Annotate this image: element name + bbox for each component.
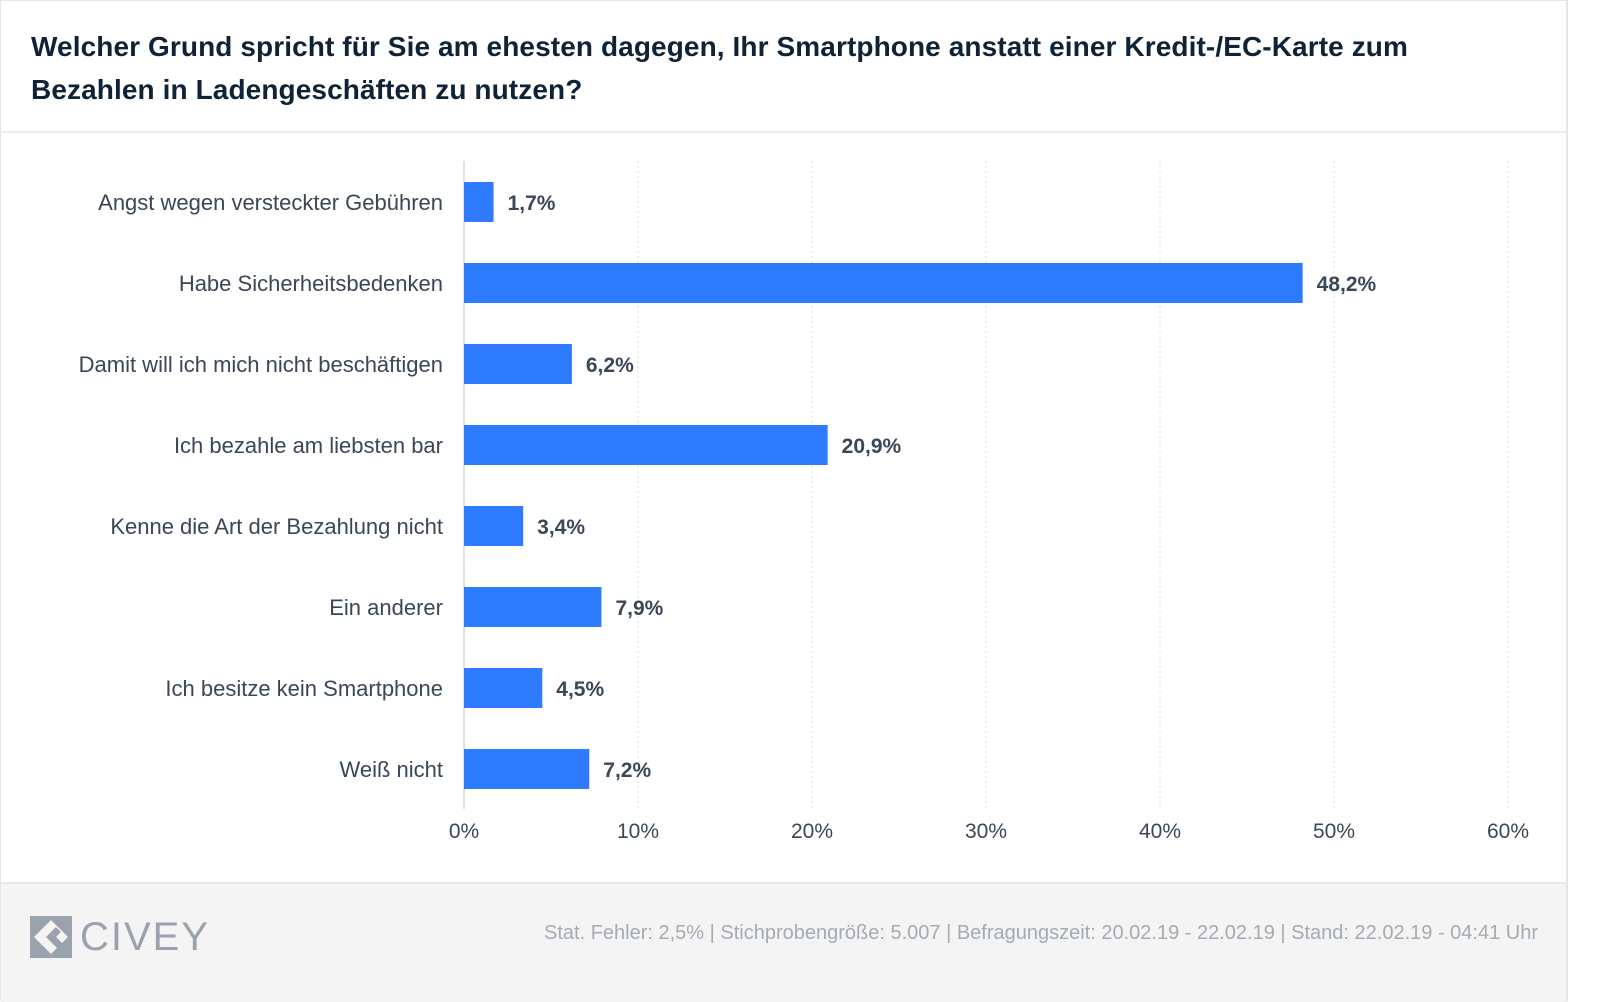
bar bbox=[464, 344, 572, 384]
x-tick-label: 10% bbox=[617, 820, 659, 843]
chart-header: Welcher Grund spricht für Sie am ehesten… bbox=[1, 1, 1566, 133]
value-label: 20,9% bbox=[842, 435, 902, 458]
category-label: Ich bezahle am liebsten bar bbox=[174, 433, 443, 458]
value-label: 6,2% bbox=[586, 354, 634, 377]
bar bbox=[464, 425, 828, 465]
civey-logo-icon bbox=[30, 915, 72, 958]
bar bbox=[464, 182, 494, 222]
value-label: 48,2% bbox=[1317, 273, 1377, 296]
civey-logo: CIVEY bbox=[30, 914, 210, 959]
category-label: Habe Sicherheitsbedenken bbox=[179, 271, 443, 296]
bar bbox=[464, 263, 1303, 303]
survey-metadata: Stat. Fehler: 2,5% | Stichprobengröße: 5… bbox=[544, 922, 1538, 944]
gridlines bbox=[463, 161, 1509, 809]
x-tick-label: 40% bbox=[1139, 820, 1181, 843]
category-label: Ich besitze kein Smartphone bbox=[165, 676, 443, 701]
x-tick-label: 20% bbox=[791, 820, 833, 843]
bar bbox=[464, 587, 602, 627]
x-axis-ticks: 0% 10% 20% 30% 40% 50% 60% bbox=[449, 820, 1529, 843]
x-tick-label: 30% bbox=[965, 820, 1007, 843]
category-label: Angst wegen versteckter Gebühren bbox=[98, 190, 443, 215]
category-labels: Angst wegen versteckter Gebühren Habe Sic… bbox=[79, 190, 443, 782]
x-tick-label: 0% bbox=[449, 820, 479, 843]
bar-chart: Angst wegen versteckter Gebühren Habe Sic… bbox=[79, 161, 1529, 843]
bar bbox=[464, 506, 524, 546]
bar bbox=[464, 749, 590, 789]
chart-title: Welcher Grund spricht für Sie am ehesten… bbox=[31, 31, 1408, 105]
bars bbox=[464, 182, 1303, 789]
value-labels: 1,7% 48,2% 6,2% 20,9% 3,4% 7,9% 4,5% 7,2% bbox=[508, 192, 1377, 782]
category-label: Kenne die Art der Bezahlung nicht bbox=[110, 514, 443, 539]
value-label: 3,4% bbox=[537, 516, 585, 539]
x-tick-label: 60% bbox=[1487, 820, 1529, 843]
category-label: Damit will ich mich nicht beschäftigen bbox=[79, 352, 443, 377]
footer: CIVEY Stat. Fehler: 2,5% | Stichprobengr… bbox=[1, 882, 1566, 1002]
value-label: 4,5% bbox=[556, 678, 604, 701]
plot-area: Angst wegen versteckter Gebühren Habe Sic… bbox=[1, 133, 1566, 881]
category-label: Weiß nicht bbox=[339, 757, 443, 782]
logo-wordmark: CIVEY bbox=[80, 914, 211, 959]
value-label: 7,2% bbox=[603, 759, 651, 782]
value-label: 1,7% bbox=[508, 192, 556, 215]
category-label: Ein anderer bbox=[329, 595, 443, 620]
value-label: 7,9% bbox=[615, 597, 663, 620]
bar bbox=[464, 668, 543, 708]
x-tick-label: 50% bbox=[1313, 820, 1355, 843]
